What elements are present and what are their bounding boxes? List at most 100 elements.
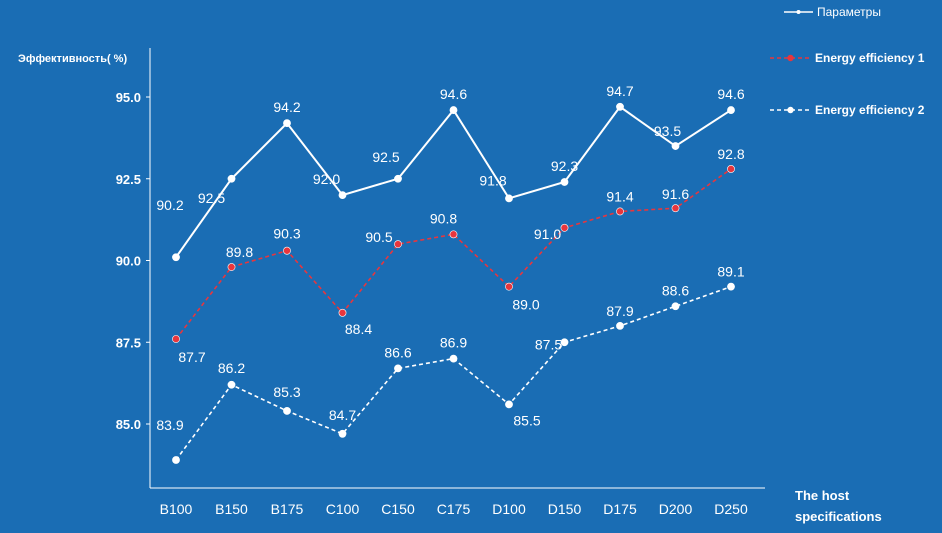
data-label: 86.9 bbox=[440, 335, 467, 351]
data-point bbox=[671, 142, 680, 150]
x-tick-label: D150 bbox=[548, 501, 582, 517]
legend-marker bbox=[787, 54, 794, 62]
data-point bbox=[227, 174, 236, 183]
data-label: 94.6 bbox=[440, 86, 467, 102]
data-label: 90.5 bbox=[365, 229, 392, 245]
data-point bbox=[394, 364, 402, 373]
x-axis-title-line-1: The host bbox=[795, 488, 850, 503]
data-label: 87.5 bbox=[535, 336, 562, 352]
data-label: 91.0 bbox=[534, 226, 561, 242]
x-tick-label: D100 bbox=[492, 501, 526, 517]
data-point bbox=[671, 302, 680, 311]
y-tick-label: 95.0 bbox=[116, 90, 141, 105]
data-label: 90.8 bbox=[430, 210, 457, 226]
x-tick-label: D200 bbox=[659, 501, 693, 517]
y-axis-title: Эффективность( %) bbox=[18, 53, 127, 65]
data-point bbox=[283, 407, 291, 415]
x-tick-label: D250 bbox=[714, 501, 748, 517]
data-label: 90.3 bbox=[273, 226, 300, 242]
series bbox=[172, 102, 735, 464]
data-point bbox=[560, 178, 569, 186]
data-label: 86.6 bbox=[384, 344, 411, 360]
data-label: 88.4 bbox=[345, 321, 372, 337]
data-label: 87.7 bbox=[178, 349, 205, 365]
legend-label: Параметры bbox=[817, 5, 881, 19]
data-point bbox=[449, 230, 458, 239]
data-point bbox=[172, 456, 180, 464]
data-point bbox=[671, 204, 680, 213]
data-point bbox=[338, 191, 347, 199]
data-label: 92.0 bbox=[313, 171, 340, 187]
data-point bbox=[560, 338, 569, 347]
data-label: 94.6 bbox=[717, 86, 744, 102]
data-label: 83.9 bbox=[156, 417, 183, 433]
x-tick-label: B175 bbox=[271, 501, 304, 517]
x-tick-label: C100 bbox=[326, 501, 360, 517]
data-label: 89.8 bbox=[226, 244, 253, 260]
data-label: 93.5 bbox=[654, 123, 681, 139]
data-label: 92.5 bbox=[198, 190, 225, 206]
data-label: 88.6 bbox=[662, 282, 689, 298]
y-tick-label: 87.5 bbox=[116, 335, 141, 350]
data-point bbox=[338, 429, 347, 438]
data-point bbox=[727, 106, 735, 114]
data-label: 91.8 bbox=[479, 172, 506, 188]
data-point bbox=[727, 165, 735, 173]
data-point bbox=[616, 207, 624, 216]
axes: Эффективность( %) The host specification… bbox=[18, 48, 882, 524]
data-labels: 90.2 92.5 94.2 92.0 92.5 94.6 91.8 92.3 94.7 93.5… bbox=[156, 83, 744, 433]
data-point bbox=[394, 240, 402, 249]
data-label: 92.3 bbox=[551, 158, 578, 174]
data-point bbox=[616, 102, 624, 111]
y-tick-label: 90.0 bbox=[116, 254, 141, 269]
series-line bbox=[175, 285, 732, 461]
data-point bbox=[394, 174, 402, 183]
legend: Параметры Energy efficiency 1 Energy effic… bbox=[770, 5, 925, 117]
y-tick-label: 92.5 bbox=[116, 172, 141, 187]
series-line bbox=[175, 168, 732, 340]
data-label: 85.3 bbox=[273, 384, 300, 400]
data-point bbox=[172, 253, 180, 262]
legend-label: Energy efficiency 1 bbox=[815, 51, 925, 65]
data-label: 84.7 bbox=[329, 407, 356, 423]
legend-marker bbox=[796, 10, 801, 14]
data-point bbox=[616, 321, 624, 330]
x-tick-label: D175 bbox=[603, 501, 637, 517]
data-label: 92.8 bbox=[717, 146, 744, 162]
data-label: 91.4 bbox=[606, 188, 633, 204]
data-point bbox=[227, 263, 236, 271]
data-label: 92.5 bbox=[372, 149, 399, 165]
x-tick-label: B100 bbox=[160, 501, 193, 517]
data-point bbox=[505, 400, 513, 409]
data-point bbox=[338, 308, 347, 317]
data-point bbox=[727, 282, 735, 291]
y-ticks: 95.0 92.5 90.0 87.5 85.0 bbox=[116, 90, 150, 432]
data-point bbox=[172, 335, 180, 343]
x-tick-label: B150 bbox=[215, 501, 248, 517]
data-label: 89.0 bbox=[512, 297, 539, 313]
data-label: 89.1 bbox=[717, 264, 744, 280]
data-label: 87.9 bbox=[606, 303, 633, 319]
data-label: 94.7 bbox=[606, 83, 633, 99]
data-point bbox=[505, 194, 513, 203]
x-ticks: B100 B150 B175 C100 C150 C175 D100 D150 D175 D200… bbox=[160, 501, 748, 517]
data-point bbox=[560, 223, 569, 232]
x-tick-label: C150 bbox=[381, 501, 415, 517]
data-label: 90.2 bbox=[156, 197, 183, 213]
x-axis-title-line-2: specifications bbox=[795, 509, 882, 524]
data-point bbox=[283, 119, 291, 128]
data-label: 91.6 bbox=[662, 186, 689, 202]
data-point bbox=[283, 246, 291, 255]
data-point bbox=[449, 106, 458, 114]
data-label: 94.2 bbox=[273, 99, 300, 115]
legend-label: Energy efficiency 2 bbox=[815, 103, 925, 117]
data-label: 85.5 bbox=[513, 412, 540, 428]
data-label: 86.2 bbox=[218, 360, 245, 376]
y-tick-label: 85.0 bbox=[116, 417, 141, 432]
x-tick-label: C175 bbox=[437, 501, 471, 517]
data-point bbox=[227, 380, 236, 389]
data-point bbox=[449, 354, 458, 363]
data-point bbox=[505, 282, 513, 291]
